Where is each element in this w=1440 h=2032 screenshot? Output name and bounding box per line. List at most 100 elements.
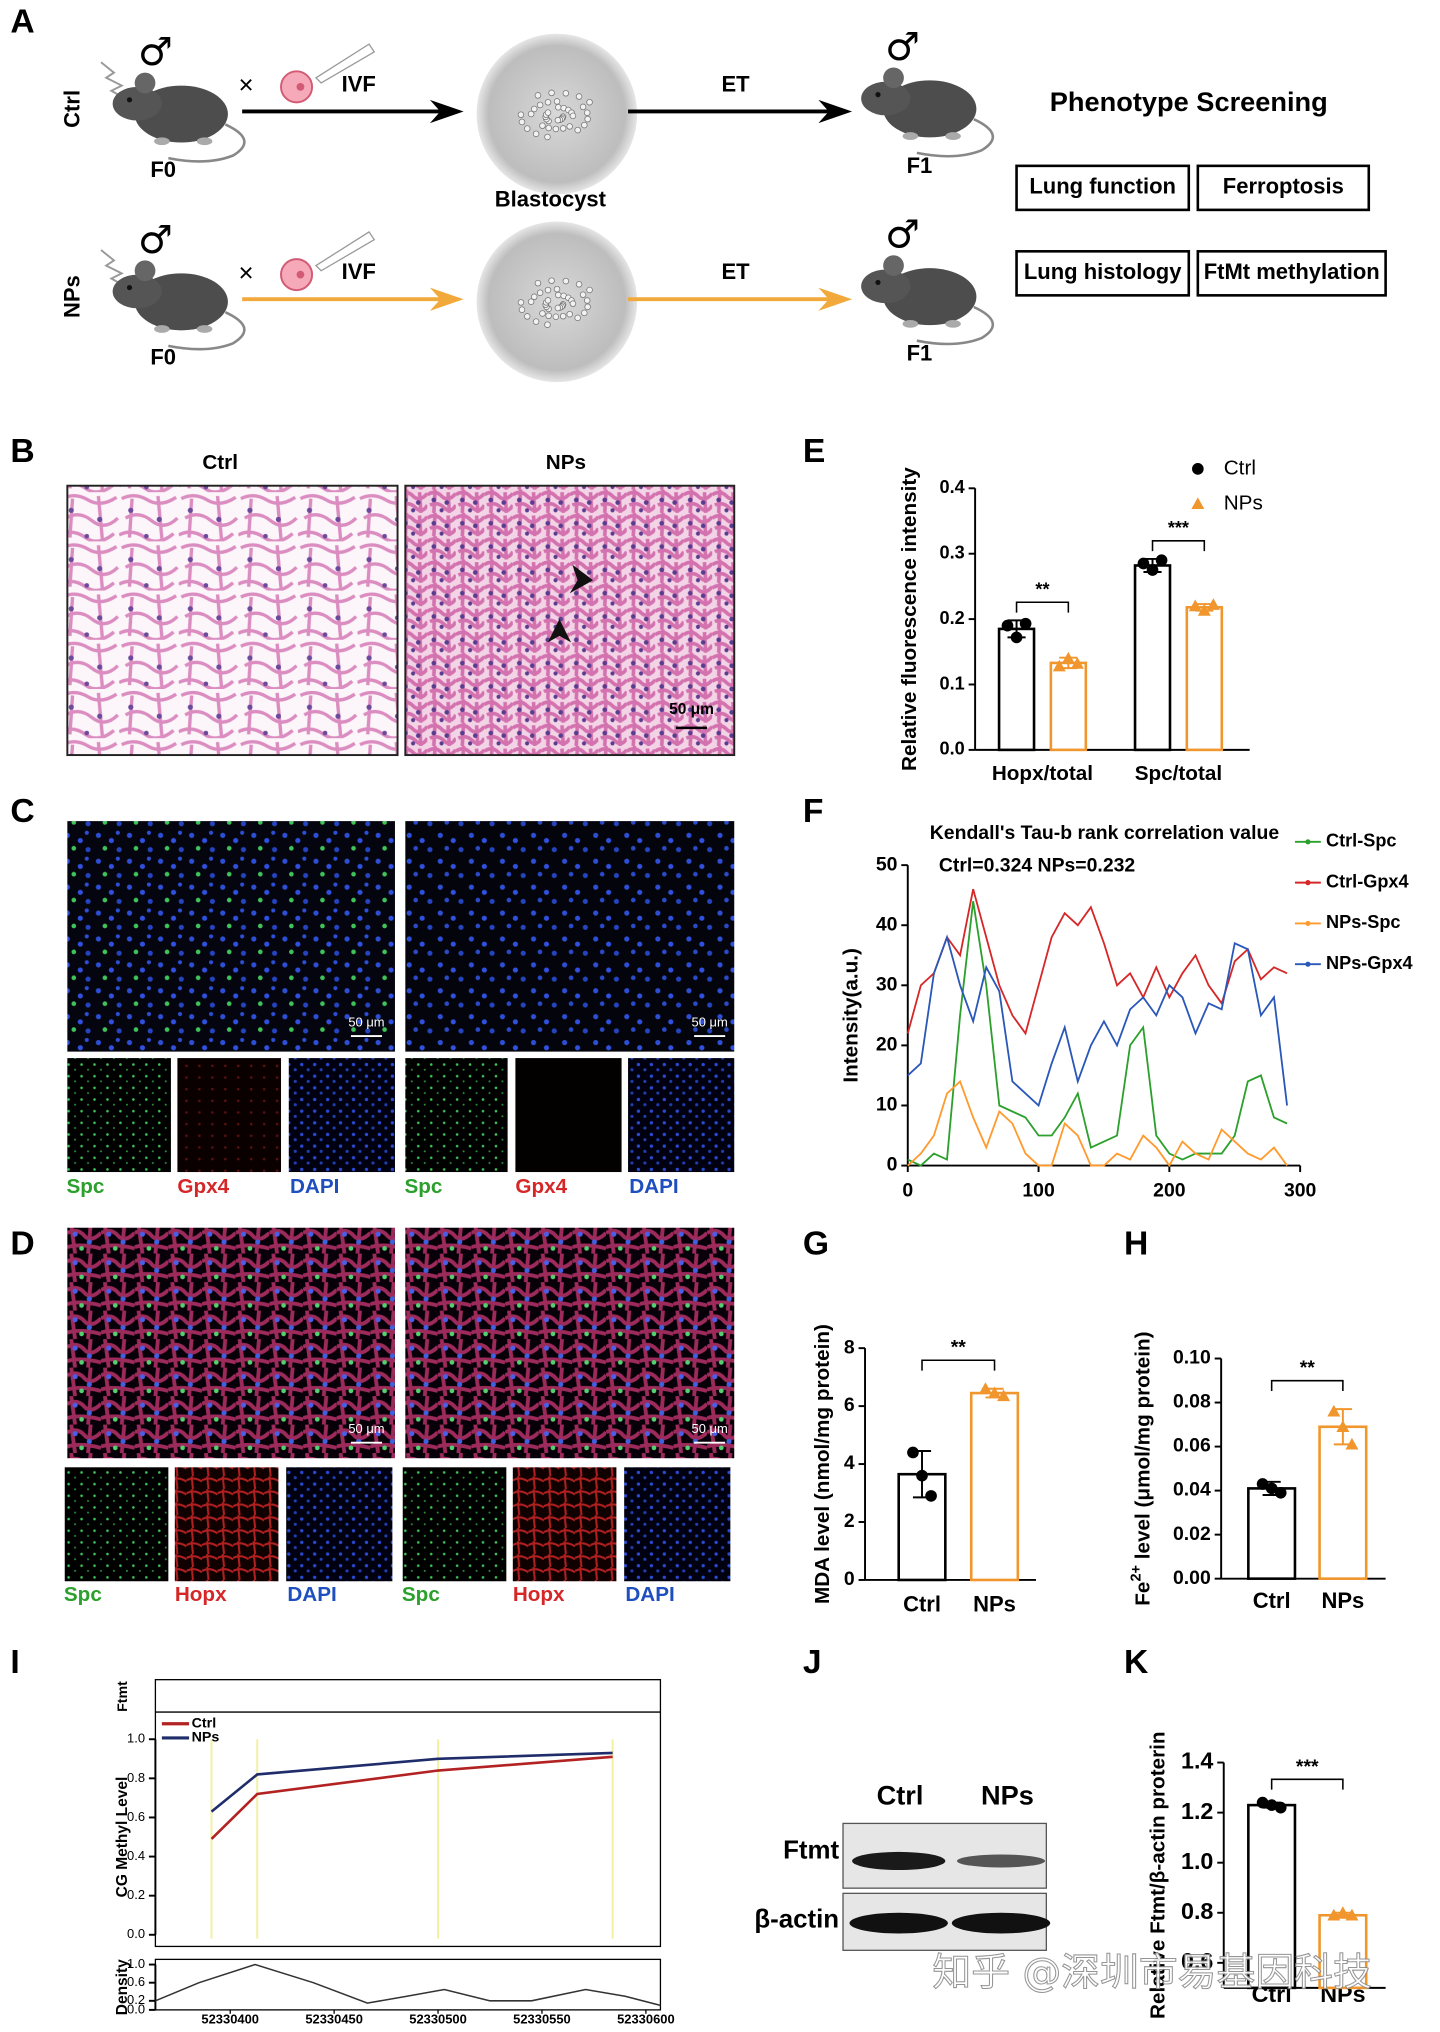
channel-label: Gpx4	[515, 1175, 567, 1198]
series-line	[210, 1755, 613, 1840]
mouse-head	[861, 81, 911, 116]
embryo-dot	[552, 125, 560, 133]
plot-frame	[154, 1958, 662, 2011]
data-point	[907, 1446, 919, 1459]
y-tick-label: 0	[844, 1568, 855, 1590]
screening-item: Ferroptosis	[1223, 174, 1344, 199]
embryo-dot	[544, 286, 552, 294]
screening-title: Phenotype Screening	[1050, 86, 1328, 117]
blot-band	[852, 1851, 946, 1871]
channel-label: DAPI	[629, 1175, 678, 1198]
data-point	[1256, 1478, 1269, 1490]
embryo-dot	[532, 318, 540, 325]
blot-band	[951, 1912, 1051, 1934]
channel-label: DAPI	[625, 1583, 674, 1606]
x-tick-label: 100	[1022, 1180, 1054, 1202]
mouse-icon	[861, 255, 994, 346]
blastocyst-dish	[476, 33, 638, 195]
mouse-icon	[861, 67, 994, 158]
x-tick-label: 52330400	[201, 2012, 259, 2027]
male-symbol: ♂	[885, 25, 920, 70]
male-symbol: ♂	[138, 218, 173, 263]
mouse-ear	[883, 67, 904, 89]
embryo-dot	[559, 312, 567, 320]
significance-bracket	[1015, 601, 1070, 613]
embryo-dot	[536, 289, 544, 296]
embryo-dot	[562, 90, 570, 97]
mouse-icon	[112, 72, 246, 163]
density-line	[155, 1963, 661, 2007]
micrograph	[515, 1058, 622, 1173]
channel-label: DAPI	[287, 1583, 336, 1606]
arrow-head	[818, 287, 853, 311]
embryo-dot	[583, 297, 591, 304]
y-tick-label: 0.4	[127, 1848, 145, 1863]
y-tick-label: 0.1	[940, 673, 965, 693]
data-point	[1265, 1482, 1278, 1495]
y-tick-label: 0.2	[940, 608, 965, 628]
y-axis-label: Density	[114, 1959, 131, 2015]
band-label: β-actin	[754, 1905, 839, 1933]
blastocyst-label: Blastocyst	[495, 187, 607, 212]
embryo-dot	[569, 300, 577, 307]
data-point	[1188, 599, 1202, 612]
micrograph	[624, 1467, 731, 1582]
channel-label: Spc	[404, 1175, 442, 1198]
y-tick-label: 40	[876, 913, 898, 935]
chart-subtitle: Ctrl=0.324 NPs=0.232	[939, 855, 1136, 877]
group-label: Ctrl	[202, 451, 238, 474]
egg-nucleus	[296, 82, 305, 91]
mouse-eye	[875, 92, 881, 98]
male-symbol: ♂	[885, 213, 920, 258]
series-line	[210, 1751, 613, 1813]
y-tick-label: 1.0	[127, 1731, 145, 1746]
y-tick-label: 0.00	[1173, 1567, 1211, 1589]
legend-label: NPs-Gpx4	[1326, 953, 1413, 973]
scale-bar-label: 50 μm	[669, 701, 714, 718]
channel-label: Hopx	[175, 1583, 227, 1606]
mouse-eye	[126, 97, 133, 103]
y-axis-label-part: level (μmol/mg protein)	[1132, 1331, 1155, 1565]
panel-label: C	[10, 793, 34, 830]
x-tick-label: 52330450	[305, 2012, 363, 2027]
panel-label: J	[803, 1644, 822, 1681]
screening-box	[1196, 164, 1371, 212]
hair-sketch	[100, 61, 130, 102]
y-tick-label: 0.0	[127, 1926, 145, 1941]
pipette-icon	[314, 231, 376, 272]
panel-label: G	[803, 1226, 829, 1263]
embryo-dot	[562, 277, 570, 285]
embryo-dot	[583, 109, 591, 117]
micrograph	[174, 1467, 279, 1582]
embryo-dot	[584, 303, 591, 311]
bar	[1247, 1803, 1297, 1990]
embryo-dot	[518, 118, 526, 126]
embryo-dot	[517, 111, 525, 118]
embryo-dot	[531, 293, 538, 301]
mouse-tail	[168, 311, 246, 351]
embryo-dot	[575, 93, 583, 100]
embryo-dot	[544, 321, 551, 328]
y-axis-label: Relative Ftmt/β-actin proterin	[1146, 1731, 1169, 2019]
y-tick-label: 0.06	[1173, 1435, 1211, 1457]
scale-bar-label: 50 μm	[692, 1421, 728, 1436]
data-point	[1206, 598, 1220, 610]
embryo-dot	[544, 109, 552, 116]
micrograph	[404, 484, 736, 757]
group-label: NPs	[981, 1780, 1034, 1811]
et-label: ET	[721, 71, 750, 96]
y-tick-label: 0.4	[940, 477, 965, 497]
y-axis-label: MDA level (nmol/mg protein)	[811, 1324, 834, 1604]
significance-label: **	[1035, 579, 1050, 599]
panel-label: K	[1124, 1644, 1148, 1681]
series-line	[907, 934, 1288, 1108]
group-label: Ctrl	[60, 90, 85, 128]
y-axis-label: Relative fluorescence intensity	[898, 467, 921, 771]
scale-bar-label: 50 μm	[348, 1015, 384, 1030]
data-point	[997, 1389, 1011, 1402]
x-tick-label: Ctrl	[903, 1592, 941, 1617]
embryo-dot	[531, 105, 538, 113]
screening-item: FtMt methylation	[1204, 259, 1380, 284]
y-axis-label: CG Methyl Level	[114, 1777, 131, 1898]
embryo-dot	[566, 310, 573, 318]
